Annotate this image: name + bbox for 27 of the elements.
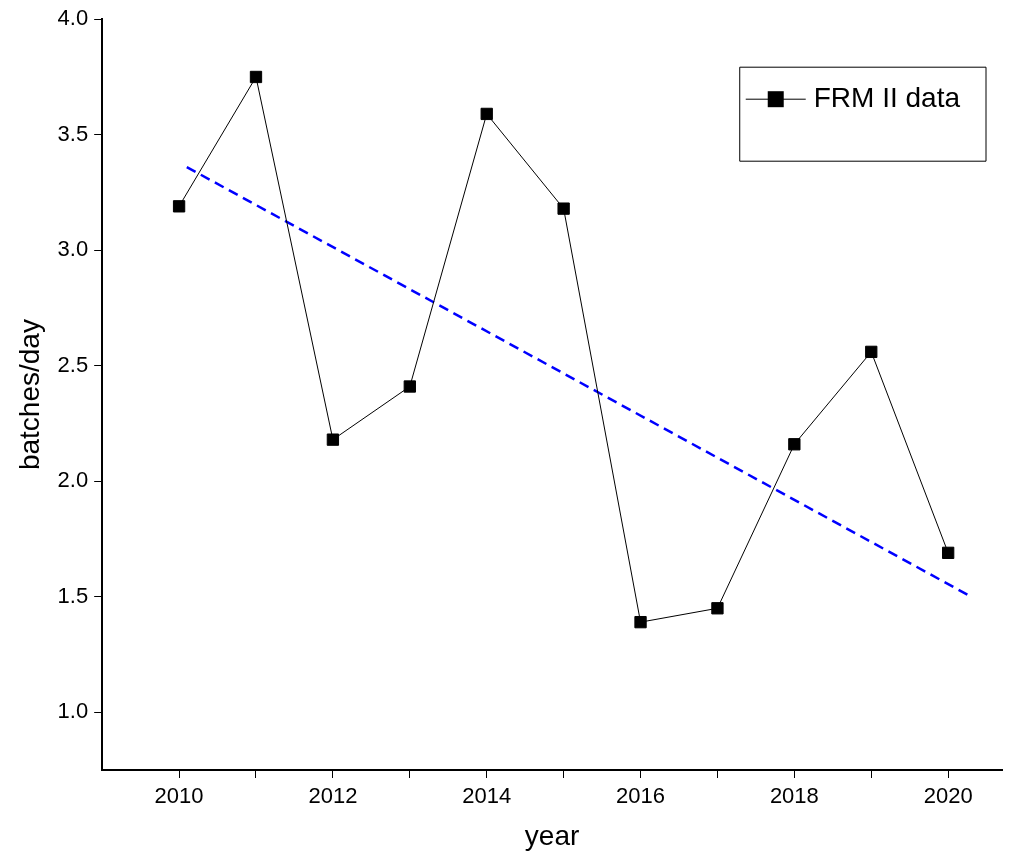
x-tick-label: 2016 bbox=[616, 783, 666, 809]
legend-label: FRM II data bbox=[813, 81, 961, 113]
point bbox=[557, 202, 570, 215]
y-axis-title: batches/day bbox=[13, 319, 45, 471]
y-tick-label: 3.0 bbox=[57, 236, 89, 262]
y-tick-label: 3.5 bbox=[57, 120, 89, 146]
point bbox=[942, 546, 955, 559]
y-tick-label: 2.5 bbox=[57, 351, 89, 377]
point bbox=[865, 345, 878, 359]
point bbox=[326, 433, 340, 446]
y-tick-label: 2.0 bbox=[57, 467, 89, 493]
x-tick-label: 2018 bbox=[769, 783, 819, 809]
point bbox=[788, 438, 801, 451]
x-tick-label: 2014 bbox=[462, 783, 512, 809]
y-tick-label: 1.0 bbox=[57, 698, 89, 724]
point bbox=[634, 615, 647, 629]
point bbox=[480, 107, 493, 121]
y-tick-label: 4.0 bbox=[57, 5, 89, 31]
point bbox=[172, 200, 186, 213]
y-tick-label: 1.5 bbox=[57, 582, 89, 608]
point bbox=[403, 380, 416, 393]
x-axis-title: year bbox=[524, 819, 580, 851]
x-tick-label: 2010 bbox=[154, 783, 204, 809]
point bbox=[711, 602, 724, 615]
x-tick-label: 2020 bbox=[923, 783, 973, 809]
point bbox=[249, 70, 263, 84]
x-tick-label: 2012 bbox=[308, 783, 358, 809]
